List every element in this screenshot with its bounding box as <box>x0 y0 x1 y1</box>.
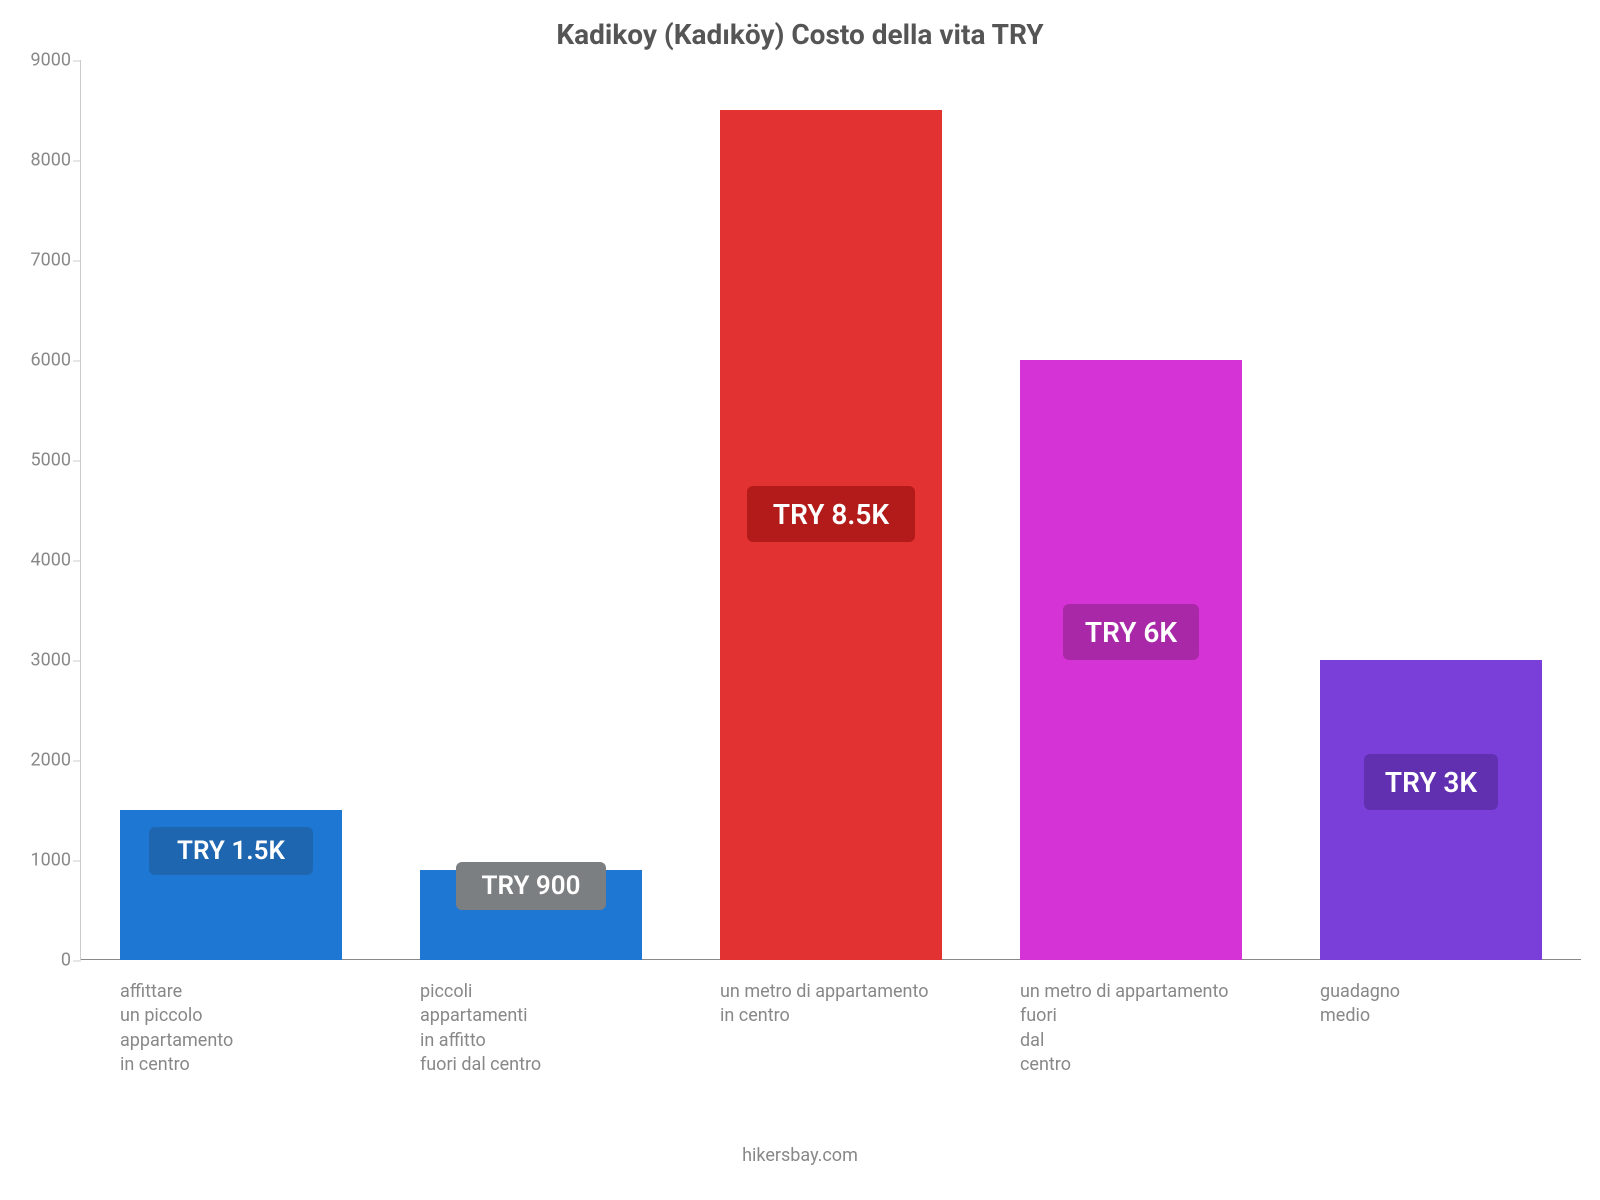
bar-value-badge: TRY 900 <box>456 862 606 910</box>
y-tick-label: 8000 <box>21 150 71 171</box>
bar-value-badge: TRY 8.5K <box>747 486 915 542</box>
y-tick-label: 7000 <box>21 250 71 271</box>
y-tick-label: 6000 <box>21 350 71 371</box>
bar <box>1020 360 1242 960</box>
bar-value-badge: TRY 1.5K <box>149 827 313 875</box>
source-credit: hikersbay.com <box>0 1145 1600 1166</box>
y-tick-label: 9000 <box>21 50 71 71</box>
y-tick-label: 0 <box>21 950 71 971</box>
y-tick-label: 1000 <box>21 850 71 871</box>
bar-column: TRY 900 <box>381 60 681 960</box>
x-category-label: guadagnomedio <box>1280 980 1580 1077</box>
chart-title: Kadikoy (Kadıköy) Costo della vita TRY <box>0 18 1600 51</box>
bar-column: TRY 3K <box>1281 60 1581 960</box>
bar-column: TRY 8.5K <box>681 60 981 960</box>
bar-column: TRY 6K <box>981 60 1281 960</box>
y-tick-label: 3000 <box>21 650 71 671</box>
y-tick-label: 2000 <box>21 750 71 771</box>
bar-value-badge: TRY 6K <box>1063 604 1199 660</box>
x-labels-row: affittareun piccoloappartamentoin centro… <box>80 980 1580 1077</box>
x-category-label: un metro di appartamentofuoridalcentro <box>980 980 1280 1077</box>
bar <box>1320 660 1542 960</box>
y-tick-label: 4000 <box>21 550 71 571</box>
chart-container: Kadikoy (Kadıköy) Costo della vita TRY T… <box>0 0 1600 1200</box>
bars-group: TRY 1.5K TRY 900 TRY 8.5K TRY 6K TRY 3K <box>81 60 1581 960</box>
bar-column: TRY 1.5K <box>81 60 381 960</box>
plot-area: TRY 1.5KTRY 900TRY 8.5KTRY 6KTRY 3K 0100… <box>80 60 1581 960</box>
x-category-label: affittareun piccoloappartamentoin centro <box>80 980 380 1077</box>
y-tick-label: 5000 <box>21 450 71 471</box>
x-category-label: un metro di appartamentoin centro <box>680 980 980 1077</box>
bar-value-badge: TRY 3K <box>1364 754 1498 810</box>
x-category-label: piccoliappartamentiin affittofuori dal c… <box>380 980 680 1077</box>
